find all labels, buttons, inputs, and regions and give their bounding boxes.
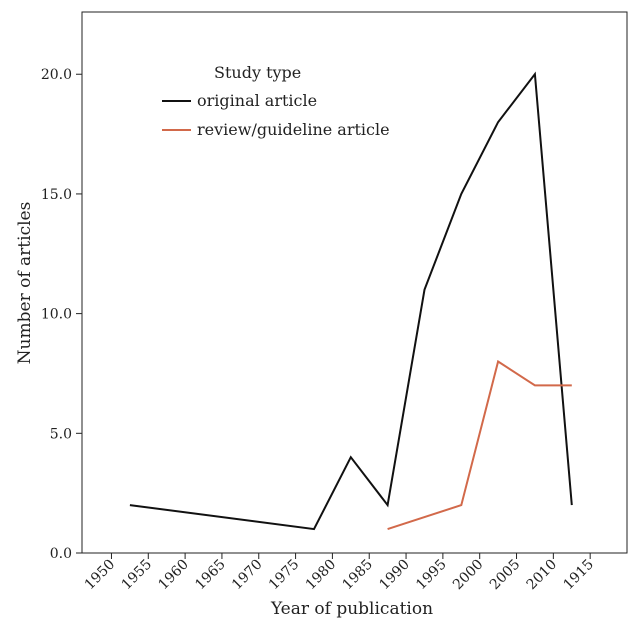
y-tick-label: 15.0 <box>41 187 72 203</box>
series-layer <box>129 71 573 531</box>
plot-frame <box>81 11 628 554</box>
legend-label-original-article: original article <box>197 91 317 110</box>
y-tick-label: 20.0 <box>41 67 72 83</box>
x-tick-label: 1950 <box>82 557 119 594</box>
x-tick-label: 1975 <box>266 557 303 594</box>
x-tick-label: 1960 <box>155 557 192 594</box>
x-tick-label: 1965 <box>192 557 229 594</box>
x-axis-ticks: 1950 1955 1960 1965 1970 1975 1980 1985 1990 1995… <box>82 553 597 593</box>
y-tick-label: 5.0 <box>50 426 72 442</box>
series-line-original-article <box>129 71 573 531</box>
series-line-review-guideline-article <box>387 359 572 531</box>
legend: Study type original article review/guide… <box>162 63 390 139</box>
x-tick-label: 1995 <box>413 557 450 594</box>
x-tick-label: 2010 <box>524 557 561 594</box>
legend-title: Study type <box>214 63 301 82</box>
x-tick-label: 1970 <box>229 557 266 594</box>
legend-label-review-guideline-article: review/guideline article <box>197 120 390 139</box>
y-tick-label: 10.0 <box>41 307 72 323</box>
y-tick-label: 0.0 <box>50 546 72 562</box>
x-tick-label: 1985 <box>340 557 377 594</box>
y-axis-label: Number of articles <box>15 202 35 365</box>
x-tick-label: 2000 <box>450 557 487 594</box>
x-tick-label: 2005 <box>487 557 524 594</box>
x-axis-label: Year of publication <box>270 599 433 619</box>
x-tick-label: 1980 <box>303 557 340 594</box>
x-tick-label: 1990 <box>376 557 413 594</box>
x-tick-label: 1915 <box>560 557 597 594</box>
y-axis-ticks: 0.0 5.0 10.0 15.0 20.0 <box>41 67 82 562</box>
x-tick-label: 1955 <box>119 557 156 594</box>
